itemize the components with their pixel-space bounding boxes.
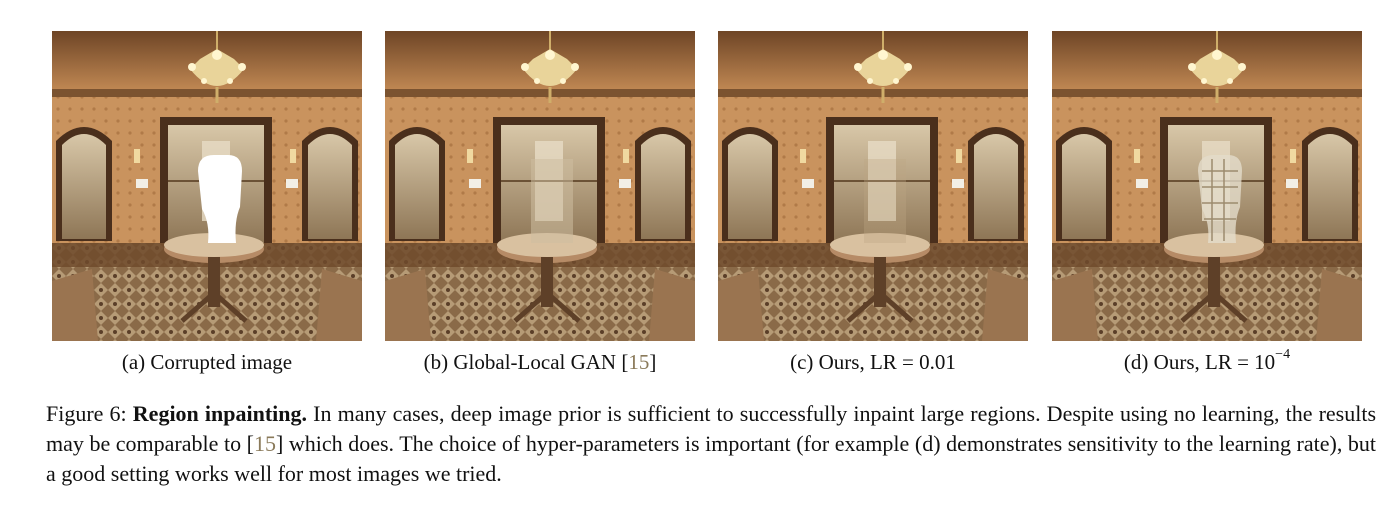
figure-caption: Figure 6: Region inpainting. In many cas… [46,401,1377,486]
ours-lr-001-image [718,31,1028,341]
panel-d-caption: (d) Ours, LR = 10−4 [1123,347,1291,375]
figure-panels: (a) Corrupted image (b) Global-Local GAN… [52,31,1362,374]
panel-d: (d) Ours, LR = 10−4 [1052,31,1362,374]
citation-link[interactable]: 15 [628,350,650,374]
figure-label: Figure 6: [46,401,127,426]
panel-b: (b) Global-Local GAN [15] [385,31,695,374]
panel-b-caption: (b) Global-Local GAN [15] [423,350,657,374]
corrupted-image [52,31,362,341]
panel-a: (a) Corrupted image [52,31,362,374]
figure-title: Region inpainting. [132,401,308,426]
panel-c: (c) Ours, LR = 0.01 [718,31,1028,374]
ours-lr-1e-4-image [1052,31,1362,341]
panel-c-caption: (c) Ours, LR = 0.01 [790,350,956,374]
citation-link[interactable]: 15 [253,431,276,456]
gan-result-image [385,31,695,341]
inpaint-mask [198,155,242,243]
panel-a-caption: (a) Corrupted image [121,350,293,374]
